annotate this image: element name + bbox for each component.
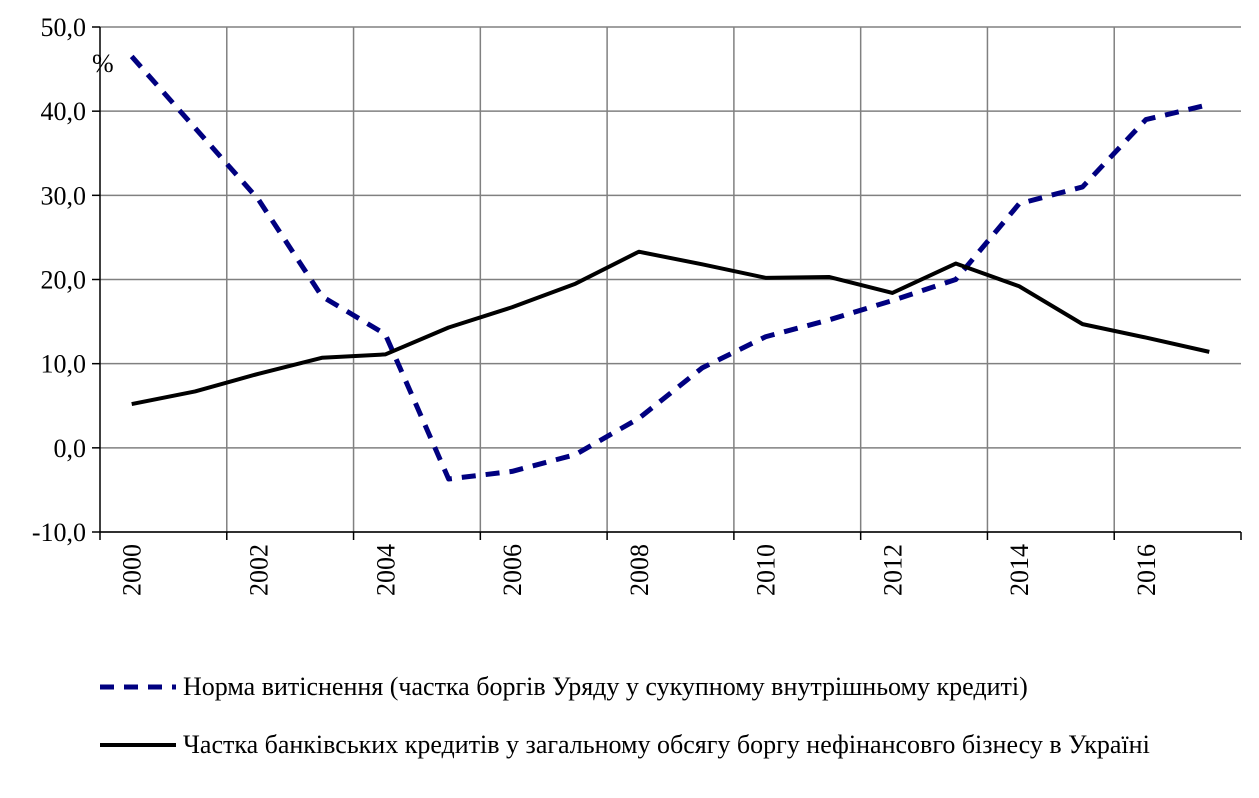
y-tick-label: -10,0 (32, 518, 86, 547)
series-line (131, 249, 1210, 407)
x-tick-label: 2010 (752, 544, 781, 596)
y-tick-label: 10,0 (41, 350, 87, 379)
x-tick-label: 2016 (1132, 544, 1161, 596)
y-tick-label: 40,0 (41, 97, 87, 126)
x-tick-label: 2014 (1005, 544, 1034, 596)
legend-label: Норма витіснення (частка боргів Уряду у … (183, 672, 1028, 701)
x-tick-label: 2000 (118, 544, 147, 596)
unit-label: % (92, 49, 114, 78)
x-tick-label: 2002 (244, 544, 273, 596)
x-tick-label: 2012 (878, 544, 907, 596)
x-tick-label: 2006 (498, 544, 527, 596)
x-tick-label: 2004 (371, 544, 400, 596)
y-tick-label: 50,0 (41, 13, 87, 42)
legend-label: Частка банківських кредитів у загальному… (183, 730, 1150, 759)
y-tick-label: 20,0 (41, 266, 87, 295)
y-tick-label: 30,0 (41, 181, 87, 210)
y-tick-label: 0,0 (54, 434, 87, 463)
x-tick-label: 2008 (625, 544, 654, 596)
series-line (129, 54, 1210, 482)
